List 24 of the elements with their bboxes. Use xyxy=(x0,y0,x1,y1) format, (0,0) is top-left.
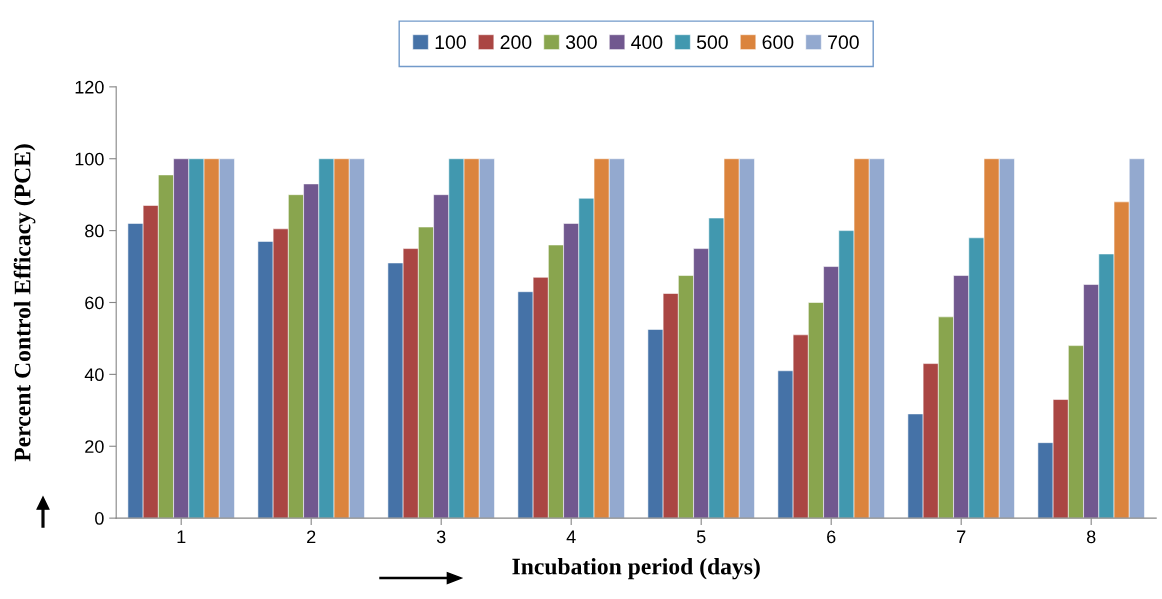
x-tick-label: 4 xyxy=(566,530,576,544)
y-tick-label: 100 xyxy=(75,152,104,166)
y-tick-label: 40 xyxy=(84,368,104,382)
y-tick-label: 0 xyxy=(95,512,104,525)
x-axis-title: Incubation period (days) xyxy=(512,557,760,580)
y-tick-label: 20 xyxy=(85,440,104,453)
x-tick-label: 6 xyxy=(827,530,836,544)
x-tick-label: 1 xyxy=(177,530,186,544)
legend-label: 600 xyxy=(762,35,794,50)
y-tick-label: 60 xyxy=(85,296,104,310)
legend-label: 400 xyxy=(631,35,663,50)
x-tick-label: 8 xyxy=(1086,530,1096,544)
legend-label: 700 xyxy=(828,35,859,50)
legend-label: 200 xyxy=(500,35,532,50)
legend-label: 100 xyxy=(435,35,466,50)
y-tick-label: 80 xyxy=(85,224,104,238)
legend-label: 500 xyxy=(696,35,728,50)
x-tick-label: 7 xyxy=(957,530,966,544)
x-tick-label: 2 xyxy=(307,530,316,544)
y-tick-label: 120 xyxy=(75,80,104,94)
x-tick-label: 3 xyxy=(436,530,446,544)
y-axis-title: Percent Control Efficacy (PCE) xyxy=(13,144,36,462)
legend-label: 300 xyxy=(565,35,597,50)
x-tick-label: 5 xyxy=(696,530,706,544)
